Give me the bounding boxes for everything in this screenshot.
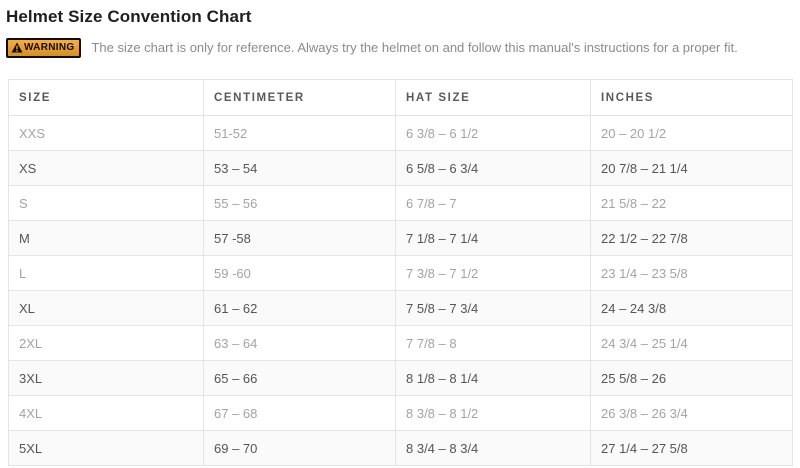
cell-hat-size: 6 7/8 – 7 (395, 185, 591, 221)
cell-hat-size: 6 5/8 – 6 3/4 (395, 150, 591, 186)
cell-inches: 21 5/8 – 22 (590, 185, 793, 221)
cell-centimeter: 65 – 66 (203, 360, 396, 396)
size-table: SIZE CENTIMETER HAT SIZE INCHES XXS 51-52… (8, 79, 793, 466)
cell-hat-size: 8 3/4 – 8 3/4 (395, 430, 591, 466)
cell-inches: 23 1/4 – 23 5/8 (590, 255, 793, 291)
page-title: Helmet Size Convention Chart (6, 7, 252, 26)
table-row: L 59 -60 7 3/8 – 7 1/2 23 1/4 – 23 5/8 (8, 255, 793, 291)
size-table-header: SIZE CENTIMETER HAT SIZE INCHES (8, 79, 793, 116)
cell-centimeter: 55 – 56 (203, 185, 396, 221)
cell-size: XL (8, 290, 204, 326)
cell-inches: 22 1/2 – 22 7/8 (590, 220, 793, 256)
cell-centimeter: 69 – 70 (203, 430, 396, 466)
cell-centimeter: 53 – 54 (203, 150, 396, 186)
column-header-inches: INCHES (590, 79, 793, 116)
table-row: 3XL 65 – 66 8 1/8 – 8 1/4 25 5/8 – 26 (8, 360, 793, 396)
cell-hat-size: 7 3/8 – 7 1/2 (395, 255, 591, 291)
cell-hat-size: 8 1/8 – 8 1/4 (395, 360, 591, 396)
helmet-size-chart-page: Helmet Size Convention Chart WARNING The… (0, 7, 800, 468)
cell-size: M (8, 220, 204, 256)
table-row: 4XL 67 – 68 8 3/8 – 8 1/2 26 3/8 – 26 3/4 (8, 395, 793, 431)
cell-centimeter: 67 – 68 (203, 395, 396, 431)
table-row: 2XL 63 – 64 7 7/8 – 8 24 3/4 – 25 1/4 (8, 325, 793, 361)
cell-centimeter: 63 – 64 (203, 325, 396, 361)
warning-row: WARNING The size chart is only for refer… (6, 37, 800, 58)
cell-centimeter: 59 -60 (203, 255, 396, 291)
warning-triangle-icon (11, 42, 23, 53)
cell-size: 4XL (8, 395, 204, 431)
cell-size: 3XL (8, 360, 204, 396)
header-row: SIZE CENTIMETER HAT SIZE INCHES (8, 79, 793, 116)
cell-centimeter: 57 -58 (203, 220, 396, 256)
cell-size: S (8, 185, 204, 221)
cell-hat-size: 6 3/8 – 6 1/2 (395, 115, 591, 151)
cell-hat-size: 7 1/8 – 7 1/4 (395, 220, 591, 256)
cell-hat-size: 7 5/8 – 7 3/4 (395, 290, 591, 326)
cell-hat-size: 8 3/8 – 8 1/2 (395, 395, 591, 431)
cell-inches: 24 – 24 3/8 (590, 290, 793, 326)
column-header-centimeter: CENTIMETER (203, 79, 396, 116)
cell-size: L (8, 255, 204, 291)
table-row: XS 53 – 54 6 5/8 – 6 3/4 20 7/8 – 21 1/4 (8, 150, 793, 186)
table-row: XL 61 – 62 7 5/8 – 7 3/4 24 – 24 3/8 (8, 290, 793, 326)
cell-size: 2XL (8, 325, 204, 361)
cell-inches: 27 1/4 – 27 5/8 (590, 430, 793, 466)
cell-centimeter: 61 – 62 (203, 290, 396, 326)
warning-text: The size chart is only for reference. Al… (91, 40, 738, 55)
column-header-size: SIZE (8, 79, 204, 116)
table-row: S 55 – 56 6 7/8 – 7 21 5/8 – 22 (8, 185, 793, 221)
cell-size: XS (8, 150, 204, 186)
warning-badge-label: WARNING (24, 42, 75, 53)
cell-centimeter: 51-52 (203, 115, 396, 151)
table-row: 5XL 69 – 70 8 3/4 – 8 3/4 27 1/4 – 27 5/8 (8, 430, 793, 466)
cell-hat-size: 7 7/8 – 8 (395, 325, 591, 361)
column-header-hat-size: HAT SIZE (395, 79, 591, 116)
cell-size: XXS (8, 115, 204, 151)
cell-inches: 26 3/8 – 26 3/4 (590, 395, 793, 431)
cell-inches: 24 3/4 – 25 1/4 (590, 325, 793, 361)
table-row: M 57 -58 7 1/8 – 7 1/4 22 1/2 – 22 7/8 (8, 220, 793, 256)
table-row: XXS 51-52 6 3/8 – 6 1/2 20 – 20 1/2 (8, 115, 793, 151)
cell-inches: 20 – 20 1/2 (590, 115, 793, 151)
size-table-body: XXS 51-52 6 3/8 – 6 1/2 20 – 20 1/2 XS 53 – 5… (8, 115, 793, 466)
size-table-container: SIZE CENTIMETER HAT SIZE INCHES XXS 51-52… (8, 79, 793, 466)
cell-inches: 25 5/8 – 26 (590, 360, 793, 396)
cell-size: 5XL (8, 430, 204, 466)
warning-badge: WARNING (6, 37, 82, 58)
cell-inches: 20 7/8 – 21 1/4 (590, 150, 793, 186)
